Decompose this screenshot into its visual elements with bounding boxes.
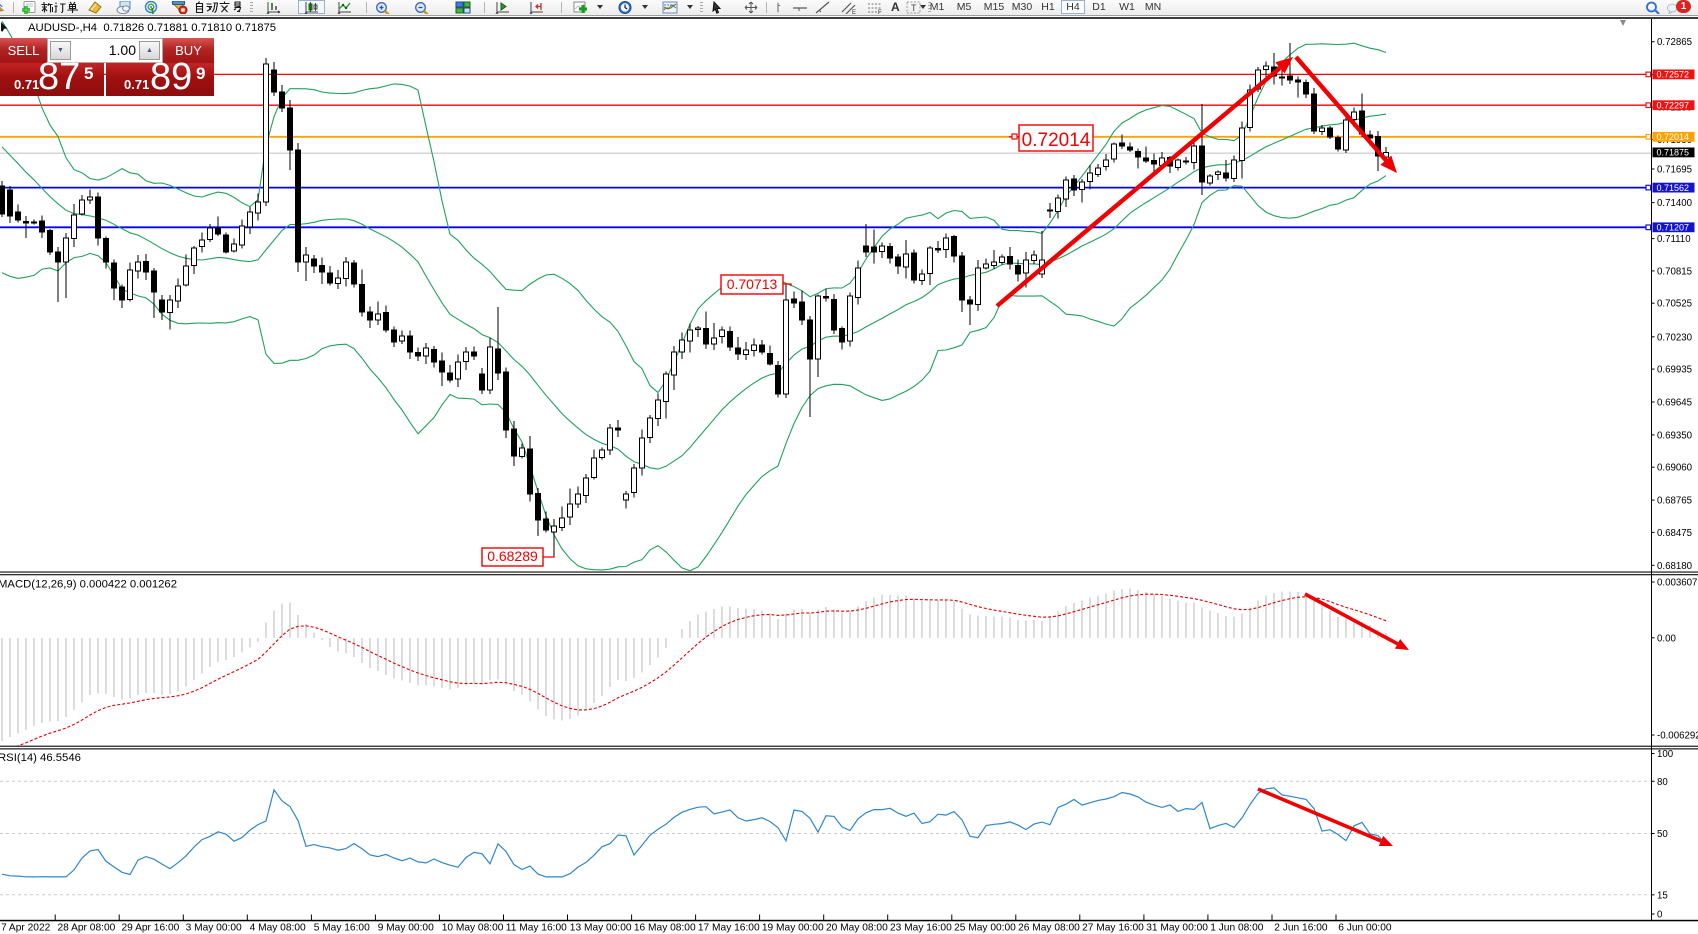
svg-text:0.70525: 0.70525 <box>1657 299 1692 310</box>
svg-text:E: E <box>852 10 856 14</box>
svg-text:19 May 00:00: 19 May 00:00 <box>762 923 824 934</box>
svg-text:0.69935: 0.69935 <box>1657 365 1692 376</box>
svg-text:0.70815: 0.70815 <box>1657 266 1692 277</box>
svg-text:MACD(12,26,9) 0.000422 0.00126: MACD(12,26,9) 0.000422 0.001262 <box>0 579 177 591</box>
svg-text:0.68475: 0.68475 <box>1657 528 1692 539</box>
svg-text:16 May 08:00: 16 May 08:00 <box>634 923 696 934</box>
svg-text:0.71207: 0.71207 <box>1657 223 1690 233</box>
svg-text:0.72572: 0.72572 <box>1657 70 1690 80</box>
svg-text:11 May 16:00: 11 May 16:00 <box>506 923 567 934</box>
svg-text:0.72014: 0.72014 <box>1022 130 1091 151</box>
svg-text:25 May 00:00: 25 May 00:00 <box>954 923 1016 934</box>
svg-text:3 May 00:00: 3 May 00:00 <box>186 923 242 934</box>
svg-text:13 May 00:00: 13 May 00:00 <box>570 923 632 934</box>
svg-text:0.68765: 0.68765 <box>1657 496 1692 507</box>
svg-text:26 May 08:00: 26 May 08:00 <box>1018 923 1080 934</box>
svg-text:5 May 16:00: 5 May 16:00 <box>314 923 370 934</box>
svg-text:9 May 00:00: 9 May 00:00 <box>378 923 434 934</box>
svg-text:0.70713: 0.70713 <box>727 276 778 292</box>
svg-text:10 May 08:00: 10 May 08:00 <box>442 923 504 934</box>
svg-text:0.71110: 0.71110 <box>1657 234 1691 245</box>
svg-text:6 Jun 00:00: 6 Jun 00:00 <box>1338 923 1392 934</box>
svg-text:0.69350: 0.69350 <box>1657 430 1693 441</box>
svg-text:15: 15 <box>1657 890 1668 901</box>
svg-text:0.71562: 0.71562 <box>1657 183 1690 193</box>
svg-text:0.72865: 0.72865 <box>1657 37 1692 48</box>
svg-text:0.70230: 0.70230 <box>1657 332 1693 343</box>
svg-text:100: 100 <box>1657 749 1674 760</box>
svg-text:31 May 00:00: 31 May 00:00 <box>1146 923 1208 934</box>
svg-text:RSI(14) 46.5546: RSI(14) 46.5546 <box>0 752 81 764</box>
svg-text:0.69645: 0.69645 <box>1657 398 1692 409</box>
svg-text:F: F <box>878 10 882 14</box>
svg-text:7 Apr 2022: 7 Apr 2022 <box>1 923 51 934</box>
svg-text:1 Jun 08:00: 1 Jun 08:00 <box>1210 923 1264 934</box>
svg-text:28 Apr 08:00: 28 Apr 08:00 <box>58 923 116 934</box>
svg-text:0.68180: 0.68180 <box>1657 561 1693 572</box>
svg-text:0.003607: 0.003607 <box>1657 578 1697 589</box>
svg-text:80: 80 <box>1657 777 1668 788</box>
svg-text:0.72297: 0.72297 <box>1657 100 1690 110</box>
svg-text:T: T <box>911 3 917 13</box>
svg-text:0: 0 <box>1657 910 1663 921</box>
svg-text:0.68289: 0.68289 <box>487 548 538 564</box>
svg-text:17 May 16:00: 17 May 16:00 <box>698 923 760 934</box>
svg-text:0.71400: 0.71400 <box>1657 198 1693 209</box>
svg-text:0.71875: 0.71875 <box>1657 148 1690 158</box>
svg-text:23 May 16:00: 23 May 16:00 <box>890 923 952 934</box>
svg-text:0.69060: 0.69060 <box>1657 463 1693 474</box>
svg-text:0.00: 0.00 <box>1657 633 1676 644</box>
svg-text:0.72014: 0.72014 <box>1657 132 1690 142</box>
svg-text:20 May 08:00: 20 May 08:00 <box>826 923 888 934</box>
svg-text:0.71695: 0.71695 <box>1657 165 1692 176</box>
svg-text:-0.006292: -0.006292 <box>1657 731 1698 742</box>
svg-text:2 Jun 16:00: 2 Jun 16:00 <box>1274 923 1328 934</box>
svg-text:50: 50 <box>1657 829 1668 840</box>
svg-text:27 May 16:00: 27 May 16:00 <box>1082 923 1144 934</box>
svg-text:4 May 08:00: 4 May 08:00 <box>250 923 306 934</box>
svg-text:AUDUSD-,H4 0.71826 0.71881 0.: AUDUSD-,H4 0.71826 0.71881 0.71810 0.718… <box>28 22 276 34</box>
svg-text:29 Apr 16:00: 29 Apr 16:00 <box>122 923 180 934</box>
